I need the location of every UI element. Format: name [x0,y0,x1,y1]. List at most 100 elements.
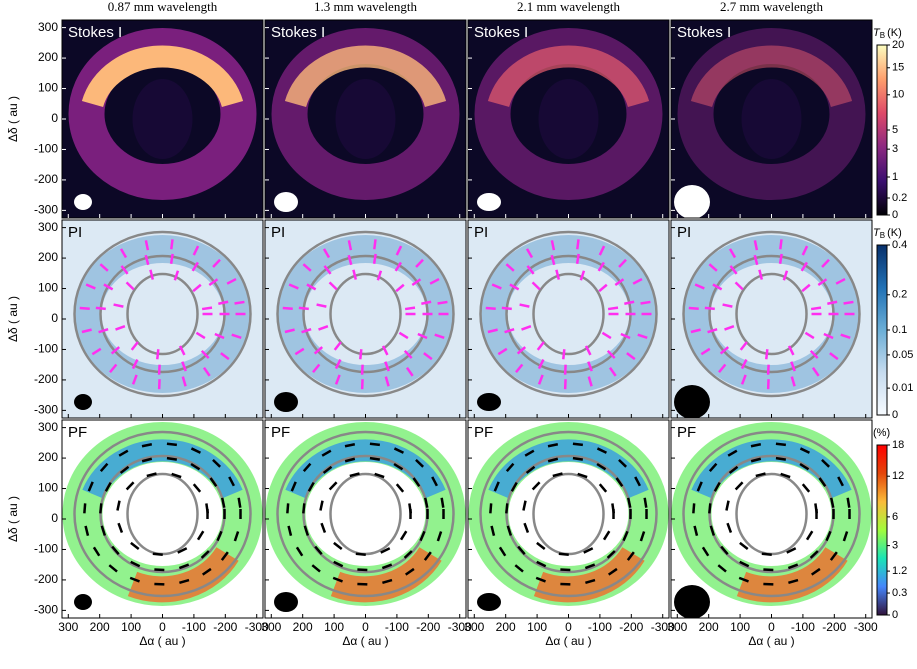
polarization-vector [563,349,564,359]
x-tick-label: 100 [324,620,344,634]
beam [74,594,92,610]
row-label: Stokes I [271,24,325,41]
colorbar-tick-label: 15 [892,62,904,74]
x-tick-label: 0 [768,620,775,634]
panel [265,420,466,618]
x-axis-label: Δα ( au ) [748,634,794,648]
x-tick-label: -100 [385,620,409,634]
polarization-vector [206,503,207,513]
x-tick-label: -300 [854,620,878,634]
y-tick-label: 0 [51,111,58,125]
polarization-vector [357,569,367,570]
polarization-vector [762,554,772,555]
polarization-vector [157,349,158,359]
polarization-vector [153,554,163,555]
x-axis-label: Δα ( au ) [545,634,591,648]
y-tick-label: -300 [34,203,58,217]
polarization-vector [612,503,613,513]
polarization-vector [202,308,212,309]
colorbar-tick-label: 0 [892,609,898,621]
polarization-vector [239,498,241,508]
beam [674,585,710,619]
polarization-vector [287,503,288,513]
row-label: PF [474,424,493,441]
panel [62,220,263,418]
colorbar-tick-label: 3 [892,540,898,552]
x-tick-label: 100 [730,620,750,634]
polarization-vector [502,308,512,309]
polarization-vector [154,569,164,570]
polarization-vector [709,503,710,513]
emission-core [539,79,599,159]
polarization-vector [768,365,769,375]
x-tick-label: 0 [565,620,572,634]
colorbar-tick-label: 0.01 [892,382,913,394]
x-tick-label: -200 [416,620,440,634]
x-tick-label: 100 [121,620,141,634]
panel [62,420,263,618]
y-tick-label: -100 [34,142,58,156]
polarization-vector [780,254,782,264]
polarization-vector [80,308,90,309]
polarization-vector [693,503,694,513]
panel [62,20,263,218]
row-label: Stokes I [68,24,122,41]
colorbar-tick-label: 0 [892,409,898,421]
colorbar [877,245,887,415]
polarization-vector [506,503,507,513]
y-tick-label: -300 [34,403,58,417]
polarization-vector [559,554,569,555]
y-tick-label: -100 [34,342,58,356]
polarization-vector [171,239,172,249]
polarization-vector [442,498,444,508]
y-tick-label: 100 [38,281,58,295]
colorbar-title: TB(K) [873,27,902,40]
polarization-vector [689,308,699,309]
polarization-vector [763,569,773,570]
y-tick-label: 0 [51,511,58,525]
colorbar-tick-label: 0.3 [892,587,907,599]
y-tick-label: 0 [51,311,58,325]
row-label: PI [474,224,488,241]
row-label: PF [677,424,696,441]
x-tick-label: 0 [159,620,166,634]
x-tick-label: -100 [791,620,815,634]
polarization-vector [303,503,304,513]
colorbar-title: TB(K) [873,227,902,240]
polarization-vector [573,458,583,460]
colorbar-tick-label: 0.2 [892,192,907,204]
polarization-vector [167,458,177,460]
y-tick-label: -200 [34,572,58,586]
polarization-vector [374,254,376,264]
polarization-vector [848,498,850,508]
y-axis-label: Δδ ( au ) [6,496,20,542]
polarization-vector [565,365,566,375]
row-label: PI [677,224,691,241]
polarization-vector [100,503,101,513]
polarization-vector [577,239,578,249]
panel [265,220,466,418]
colorbar-tick-label: 3 [892,143,898,155]
polarization-vector [560,569,570,570]
column-title: 2.1 mm wavelength [517,0,620,14]
colorbar-tick-label: 5 [892,124,898,136]
x-tick-label: 300 [261,620,281,634]
polarization-vector [844,302,854,304]
polarization-vector [490,503,491,513]
emission-core [336,79,396,159]
x-axis-label: Δα ( au ) [342,634,388,648]
polarization-vector [299,308,309,309]
row-label: PF [271,424,290,441]
x-tick-label: 200 [90,620,110,634]
polarization-vector [370,458,380,460]
y-tick-label: 300 [38,220,58,234]
beam [274,192,298,212]
colorbar-tick-label: 0 [892,209,898,221]
x-tick-label: 300 [464,620,484,634]
y-tick-label: 200 [38,450,58,464]
panel [671,220,872,419]
colorbar-title: (%) [873,427,890,439]
y-tick-label: -200 [34,372,58,386]
figure: 0.87 mm wavelength1.3 mm wavelength2.1 m… [0,0,917,664]
x-tick-label: -100 [588,620,612,634]
